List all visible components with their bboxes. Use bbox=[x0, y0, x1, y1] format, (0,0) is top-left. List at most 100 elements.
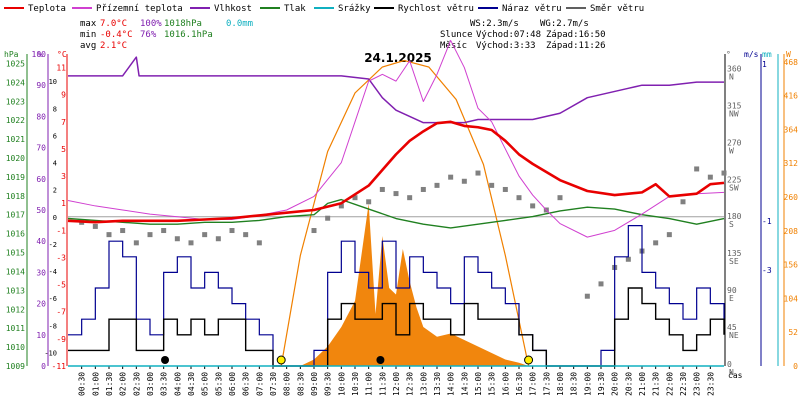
wind-dir-point-6 bbox=[161, 228, 167, 234]
pct-tick-6: 40 bbox=[36, 237, 46, 246]
unit-pct: % bbox=[38, 50, 43, 59]
pct-tick-8: 20 bbox=[36, 300, 46, 309]
dir-name-7: NE bbox=[729, 331, 739, 340]
x-tick-43: 22:00 bbox=[665, 372, 674, 396]
humidity-line bbox=[68, 56, 724, 124]
pct-tick-1: 90 bbox=[36, 81, 46, 90]
stat-min-temp: -0.4°C bbox=[100, 30, 133, 40]
x-tick-16: 08:30 bbox=[296, 372, 305, 396]
wind-dir-point-20 bbox=[393, 191, 399, 197]
wind-dir-point-18 bbox=[366, 199, 372, 205]
hpa-tick-7: 1018 bbox=[6, 192, 25, 201]
wind-dir-point-10 bbox=[215, 236, 221, 242]
x-tick-26: 13:30 bbox=[433, 372, 442, 396]
x-tick-39: 20:00 bbox=[611, 372, 620, 396]
moonrise-marker bbox=[161, 356, 170, 364]
wind-dir-point-5 bbox=[147, 232, 153, 238]
pct-tick-7: 30 bbox=[36, 268, 46, 277]
x-tick-24: 12:30 bbox=[406, 372, 415, 396]
x-tick-13: 07:00 bbox=[255, 372, 264, 396]
hpa-tick-0: 1025 bbox=[6, 59, 25, 68]
w-tick-3: 312 bbox=[784, 159, 799, 168]
wind-dir-point-8 bbox=[188, 240, 194, 246]
moonset-marker bbox=[376, 356, 385, 364]
legend-label-0: Teplota bbox=[28, 4, 66, 14]
x-tick-2: 01:30 bbox=[105, 372, 114, 396]
stat-min-press: 1016.1hPa bbox=[164, 30, 213, 40]
dir-name-1: NW bbox=[729, 109, 739, 118]
dir-name-5: SE bbox=[729, 257, 739, 266]
hpa-tick-14: 1011 bbox=[6, 324, 25, 333]
c-tick-mid-7: -4 bbox=[49, 268, 57, 276]
wind-dir-point-14 bbox=[311, 228, 317, 234]
x-tick-22: 11:30 bbox=[378, 372, 387, 396]
hpa-tick-9: 1016 bbox=[6, 230, 25, 239]
x-tick-42: 21:30 bbox=[652, 372, 661, 396]
hpa-tick-4: 1021 bbox=[6, 135, 25, 144]
hpa-tick-11: 1014 bbox=[6, 267, 25, 276]
x-tick-29: 15:00 bbox=[474, 372, 483, 396]
wind-dir-point-9 bbox=[202, 232, 208, 238]
w-tick-2: 364 bbox=[784, 125, 799, 134]
moon-rise: Východ:3:33 bbox=[476, 41, 536, 51]
legend-label-7: Směr větru bbox=[590, 4, 644, 14]
ms-tick-2: -3 bbox=[762, 266, 772, 275]
sun-arc bbox=[280, 59, 530, 367]
c-tick-10: -9 bbox=[56, 335, 66, 344]
chart-title: 24.1.2025 bbox=[364, 51, 432, 65]
stat-max-hum: 100% bbox=[140, 19, 162, 29]
ms-tick-1: -1 bbox=[762, 217, 772, 226]
c-tick-5: 1 bbox=[61, 199, 66, 208]
legend-label-3: Tlak bbox=[284, 4, 306, 14]
hpa-tick-10: 1015 bbox=[6, 249, 25, 258]
x-tick-38: 19:30 bbox=[597, 372, 606, 396]
x-tick-10: 05:30 bbox=[214, 372, 223, 396]
stat-max-label: max bbox=[80, 19, 97, 29]
stat-avg-label: avg bbox=[80, 41, 96, 51]
wind-dir-point-34 bbox=[598, 281, 604, 287]
c-tick-mid-4: 2 bbox=[53, 187, 57, 195]
wind-dir-point-1 bbox=[92, 223, 98, 229]
c-tick-mid-5: 0 bbox=[53, 214, 57, 222]
hpa-tick-5: 1020 bbox=[6, 154, 25, 163]
x-tick-28: 14:30 bbox=[460, 372, 469, 396]
dir-tick-4: 180 bbox=[727, 212, 742, 221]
sun-set: Západ:16:50 bbox=[546, 30, 606, 40]
stat-min-hum: 76% bbox=[140, 30, 157, 40]
dir-name-2: W bbox=[729, 146, 734, 155]
legend-label-6: Náraz větru bbox=[502, 4, 562, 14]
wind-dir-point-3 bbox=[120, 228, 126, 234]
x-tick-27: 14:00 bbox=[447, 372, 456, 396]
dir-tick-3: 225 bbox=[727, 175, 742, 184]
c-tick-11: -11 bbox=[52, 362, 67, 371]
x-tick-3: 02:00 bbox=[119, 372, 128, 396]
c-tick-2: 7 bbox=[61, 118, 66, 127]
wind-dir-point-38 bbox=[653, 240, 659, 246]
hpa-tick-16: 1009 bbox=[6, 362, 25, 371]
x-tick-23: 12:00 bbox=[392, 372, 401, 396]
c-tick-4: 3 bbox=[61, 172, 66, 181]
c-tick-0: 11 bbox=[56, 64, 66, 73]
x-tick-14: 07:30 bbox=[269, 372, 278, 396]
stat-avg-temp: 2.1°C bbox=[100, 41, 127, 51]
dir-tick-1: 315 bbox=[727, 101, 742, 110]
x-tick-6: 03:30 bbox=[160, 372, 169, 396]
x-tick-45: 23:00 bbox=[693, 372, 702, 396]
sunset-marker bbox=[524, 355, 534, 365]
wind-dir-point-29 bbox=[516, 195, 522, 201]
x-tick-20: 10:30 bbox=[351, 372, 360, 396]
wind-dir-point-22 bbox=[420, 186, 426, 192]
w-tick-6: 156 bbox=[784, 261, 799, 270]
unit-mm: mm bbox=[762, 50, 772, 59]
wind-dir-point-17 bbox=[352, 195, 358, 201]
x-tick-8: 04:30 bbox=[187, 372, 196, 396]
wind-dir-point-36 bbox=[625, 256, 631, 262]
w-tick-9: 0 bbox=[793, 362, 798, 371]
sunrise-marker bbox=[276, 355, 286, 365]
stat-ws: WS:2.3m/s bbox=[470, 19, 519, 29]
wind-dir-point-2 bbox=[106, 232, 112, 238]
wind-dir-point-16 bbox=[338, 203, 344, 209]
x-unit-label: čas bbox=[728, 370, 743, 380]
wind-dir-point-25 bbox=[461, 178, 467, 184]
